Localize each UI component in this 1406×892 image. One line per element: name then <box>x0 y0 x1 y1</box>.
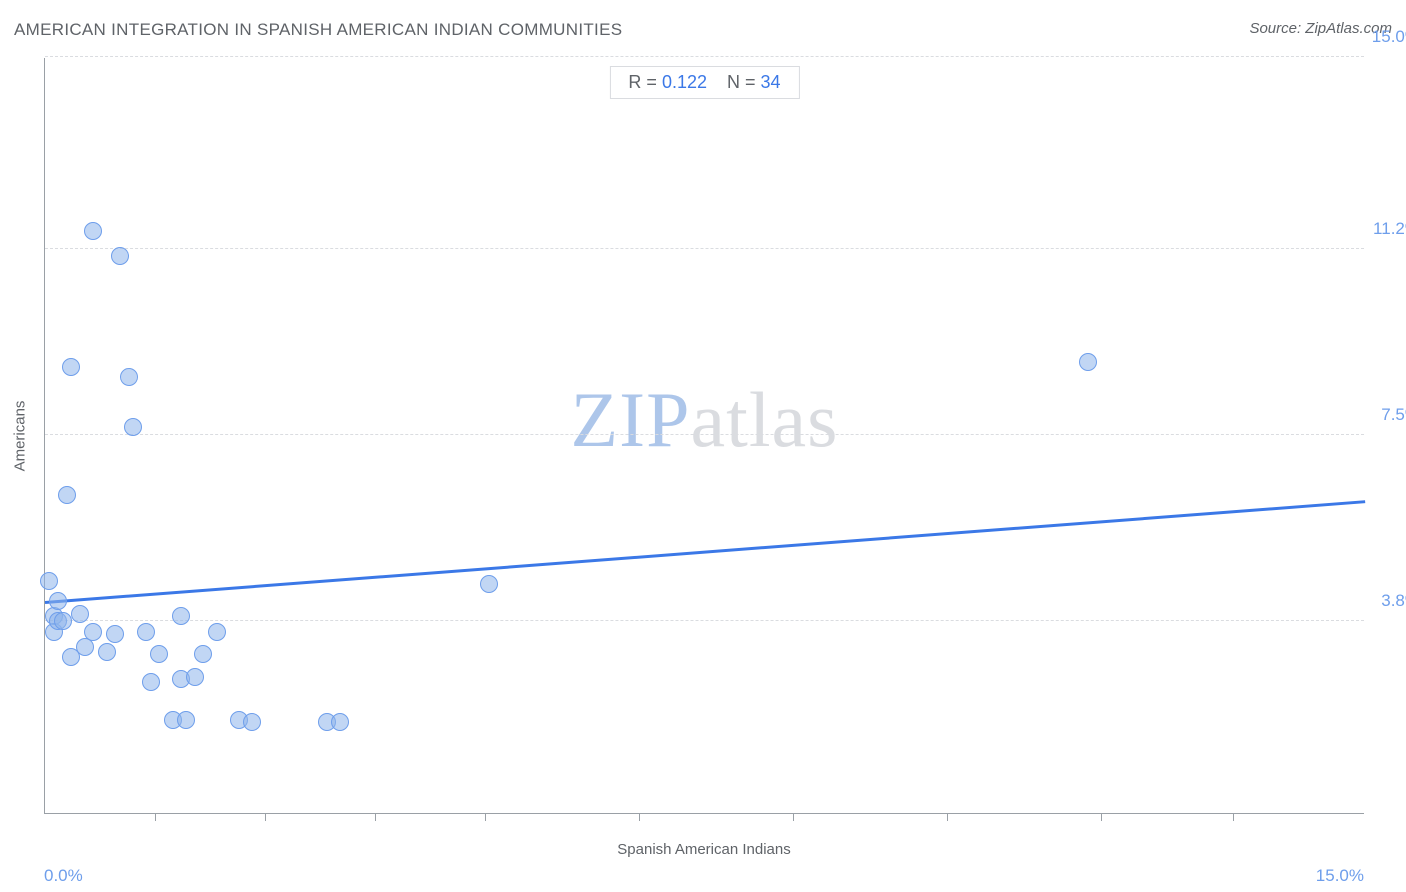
data-point <box>54 612 72 630</box>
x-axis-label: Spanish American Indians <box>44 841 1364 858</box>
regression-line <box>45 500 1365 604</box>
data-point <box>172 607 190 625</box>
x-tick <box>793 813 794 821</box>
data-point <box>62 358 80 376</box>
r-value: 0.122 <box>662 72 707 92</box>
data-point <box>49 592 67 610</box>
x-tick <box>639 813 640 821</box>
x-origin-label: 0.0% <box>44 866 83 886</box>
data-point <box>124 418 142 436</box>
data-point <box>186 668 204 686</box>
scatter-chart: ZIPatlas R = 0.122 N = 34 3.8%7.5%11.2%1… <box>44 58 1364 814</box>
x-max-label: 15.0% <box>1316 866 1364 886</box>
watermark-atlas: atlas <box>691 376 839 463</box>
watermark: ZIPatlas <box>571 375 839 465</box>
r-label: R = <box>628 72 657 92</box>
data-point <box>177 711 195 729</box>
y-tick-label: 15.0% <box>1372 27 1406 47</box>
y-axis-label-container: Americans <box>10 58 30 814</box>
stats-box: R = 0.122 N = 34 <box>609 66 799 99</box>
chart-title: AMERICAN INTEGRATION IN SPANISH AMERICAN… <box>14 20 622 39</box>
data-point <box>194 645 212 663</box>
y-tick-label: 3.8% <box>1381 591 1406 611</box>
data-point <box>106 625 124 643</box>
x-tick <box>1233 813 1234 821</box>
data-point <box>150 645 168 663</box>
data-point <box>142 673 160 691</box>
data-point <box>480 575 498 593</box>
data-point <box>120 368 138 386</box>
n-label: N = <box>727 72 756 92</box>
data-point <box>243 713 261 731</box>
data-point <box>40 572 58 590</box>
gridline <box>45 248 1364 249</box>
data-point <box>331 713 349 731</box>
x-tick <box>155 813 156 821</box>
data-point <box>208 623 226 641</box>
data-point <box>111 247 129 265</box>
y-tick-label: 11.2% <box>1373 219 1406 239</box>
source-attribution: Source: ZipAtlas.com <box>1249 20 1392 37</box>
x-tick <box>485 813 486 821</box>
gridline <box>45 434 1364 435</box>
x-tick <box>1101 813 1102 821</box>
data-point <box>71 605 89 623</box>
data-point <box>98 643 116 661</box>
data-point <box>137 623 155 641</box>
y-tick-label: 7.5% <box>1381 405 1406 425</box>
x-tick <box>947 813 948 821</box>
n-value: 34 <box>761 72 781 92</box>
y-axis-label: Americans <box>12 401 29 472</box>
x-tick <box>375 813 376 821</box>
x-tick <box>265 813 266 821</box>
watermark-zip: ZIP <box>571 376 691 463</box>
gridline <box>45 56 1364 57</box>
data-point <box>58 486 76 504</box>
data-point <box>1079 353 1097 371</box>
data-point <box>84 623 102 641</box>
gridline <box>45 620 1364 621</box>
data-point <box>84 222 102 240</box>
